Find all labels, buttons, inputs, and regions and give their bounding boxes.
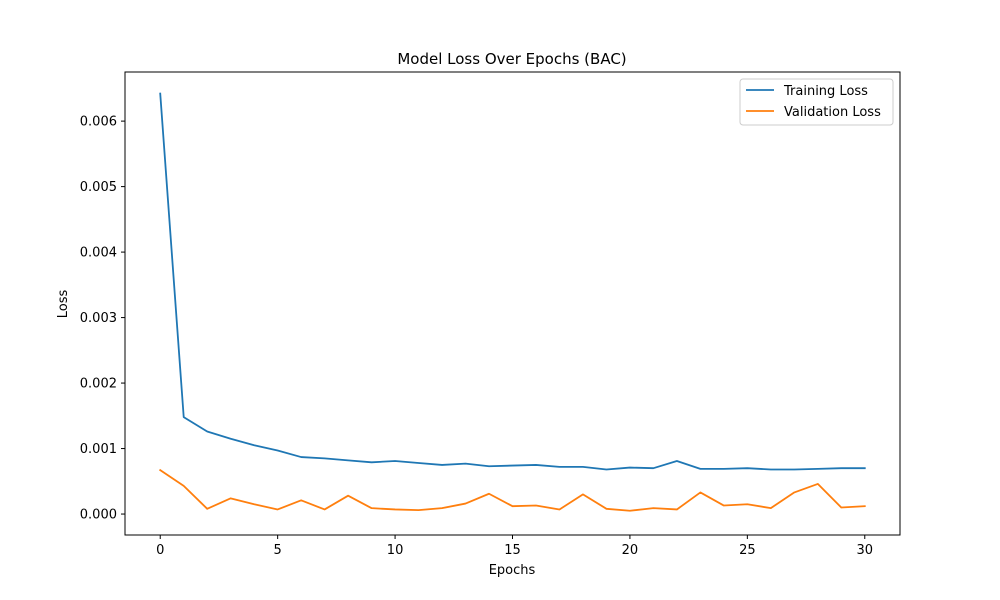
series-layer (158, 92, 866, 512)
series-line-training-loss (159, 92, 866, 471)
plot-frame (124, 71, 901, 536)
x-tick-label: 0 (156, 543, 164, 558)
chart-title: Model Loss Over Epochs (BAC) (397, 50, 626, 68)
x-tick-label: 25 (739, 543, 756, 558)
series-line-validation-loss (158, 468, 866, 512)
y-tick-label: 0.004 (80, 246, 117, 261)
legend-label: Validation Loss (784, 105, 881, 120)
y-tick-label: 0.002 (80, 377, 117, 392)
x-tick-label: 30 (856, 543, 873, 558)
legend-label: Training Loss (783, 84, 868, 99)
x-tick-label: 15 (504, 543, 521, 558)
x-axis: 0 5 10 15 20 25 30 (156, 535, 873, 558)
y-tick-label: 0.006 (80, 115, 117, 130)
y-axis: 0.000 0.001 0.002 0.003 0.004 0.005 0.006 (80, 115, 125, 523)
x-tick-label: 10 (387, 543, 404, 558)
x-tick-label: 20 (622, 543, 639, 558)
y-tick-label: 0.000 (80, 508, 117, 523)
y-tick-label: 0.001 (80, 442, 117, 457)
y-axis-label: Loss (56, 290, 71, 319)
legend: Training Loss Validation Loss (739, 78, 894, 126)
x-tick-label: 5 (274, 543, 282, 558)
y-tick-label: 0.005 (80, 180, 117, 195)
y-tick-label: 0.003 (80, 311, 117, 326)
legend-box (739, 78, 894, 126)
x-axis-label: Epochs (489, 563, 536, 578)
plot-area (124, 71, 901, 536)
